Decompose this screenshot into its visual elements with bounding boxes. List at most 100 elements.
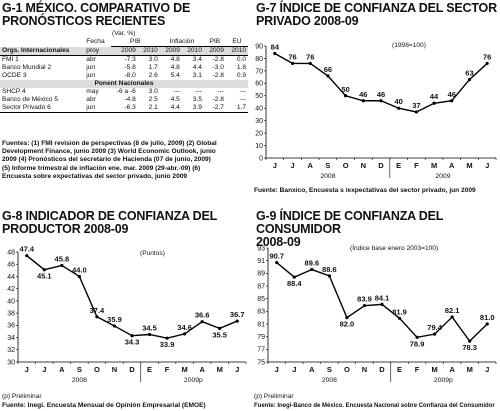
x-tick-label: A bbox=[199, 365, 205, 374]
x-tick-label: J bbox=[485, 365, 489, 374]
y-tick-label: 79 bbox=[257, 334, 265, 341]
data-point bbox=[397, 106, 401, 110]
data-point bbox=[218, 326, 222, 330]
data-label: 81.0 bbox=[480, 313, 495, 322]
y-tick-label: 30 bbox=[7, 359, 15, 366]
g1-row-date: jun bbox=[86, 64, 96, 71]
g1-title: G-1 MÉXICO. COMPARATIVO DE PRONÓSTICOS R… bbox=[2, 1, 191, 28]
series-line bbox=[274, 52, 488, 113]
data-point bbox=[485, 322, 489, 326]
g1-row-date: abr bbox=[86, 56, 96, 63]
y-tick-label: 91 bbox=[257, 258, 265, 265]
y-tick-label: 93 bbox=[257, 245, 265, 252]
data-point bbox=[42, 268, 46, 272]
y-tick-label: 83 bbox=[257, 309, 265, 316]
x-tick-label: S bbox=[77, 365, 82, 374]
year-label: 2008 bbox=[72, 377, 87, 384]
data-label: 37 bbox=[412, 101, 420, 110]
y-tick-label: 36 bbox=[7, 323, 15, 330]
y-tick-label: 20 bbox=[255, 131, 263, 138]
x-tick-label: F bbox=[414, 161, 419, 170]
year-label: 2008 bbox=[322, 377, 337, 384]
g7-title: G-7 ÍNDICE DE CONFIANZA DEL SECTOR PRIVA… bbox=[256, 2, 497, 28]
g1-cell: -2.8 bbox=[212, 72, 224, 79]
data-label: 63 bbox=[465, 69, 473, 78]
data-point bbox=[183, 332, 187, 336]
g9-source: Fuente: Inegi-Banco de México. Encuesta … bbox=[254, 403, 495, 409]
x-tick-label: S bbox=[325, 161, 330, 170]
data-point bbox=[327, 274, 331, 278]
data-point bbox=[326, 74, 330, 78]
data-label: 46 bbox=[377, 90, 385, 99]
x-tick-label: J bbox=[42, 365, 46, 374]
g8-note: (p) Preliminar bbox=[2, 393, 42, 400]
g8-unit: (Puntos) bbox=[140, 250, 165, 257]
g1-cell: 3.5 bbox=[192, 96, 202, 103]
y-tick-label: 40 bbox=[7, 298, 15, 305]
data-point bbox=[112, 324, 117, 328]
g1-row-date: jun bbox=[86, 72, 96, 79]
x-tick-label: M bbox=[217, 365, 223, 374]
g1-row-name: Banco Mundial 2 bbox=[2, 64, 52, 71]
data-label: 78.3 bbox=[462, 343, 477, 352]
x-tick-label: D bbox=[378, 161, 384, 170]
x-tick-label: N bbox=[362, 365, 367, 374]
data-label: 46 bbox=[359, 90, 367, 99]
x-tick-label: M bbox=[181, 365, 187, 374]
year-label: 2009 bbox=[435, 173, 450, 180]
data-label: 81.9 bbox=[392, 307, 407, 316]
g1-cell: --- bbox=[195, 88, 202, 95]
data-label: 35.5 bbox=[212, 330, 227, 339]
g1-col-fecha: Fecha bbox=[86, 38, 105, 46]
table-row: Banco de México 5 abr -4.8 2.5 4.5 3.5 -… bbox=[0, 96, 248, 104]
g1-panel: G-1 MÉXICO. COMPARATIVO DE PRONÓSTICOS R… bbox=[0, 0, 250, 205]
g7-unit: (1998=100) bbox=[392, 42, 426, 49]
x-tick-label: J bbox=[25, 365, 29, 374]
x-tick-label: M bbox=[466, 161, 472, 170]
g7-title-line: PRIVADO 2008-09 bbox=[256, 14, 359, 28]
data-point bbox=[344, 94, 348, 98]
data-point bbox=[433, 332, 437, 336]
data-point bbox=[308, 61, 312, 66]
g9-chart: 75 77 79 81 83 85 87 89 91 93 J J A S O N D E F M A M J 2008 200… bbox=[257, 245, 497, 384]
x-tick-label: A bbox=[449, 161, 455, 170]
g1-grp-eu: EU bbox=[225, 38, 248, 47]
g1-cell: -2.8 bbox=[212, 56, 224, 63]
x-tick-label: O bbox=[94, 365, 100, 374]
g1-note-line: Fuentes: (1) FMI revisión de perspectiva… bbox=[2, 140, 217, 147]
g1-cell: 4.5 bbox=[170, 96, 180, 103]
g1-cell: 3.4 bbox=[192, 56, 202, 63]
data-label: 35.9 bbox=[107, 315, 122, 324]
x-tick-label: O bbox=[344, 365, 350, 374]
x-tick-label: O bbox=[343, 161, 349, 170]
g1-row-name: OCDE 3 bbox=[2, 72, 27, 79]
g1-cell: 3.0 bbox=[148, 88, 158, 95]
data-point bbox=[292, 275, 296, 279]
g7-panel: G-7 ÍNDICE DE CONFIANZA DEL SECTOR PRIVA… bbox=[252, 0, 500, 205]
data-point bbox=[450, 315, 454, 319]
g1-cell: -3.0 bbox=[212, 64, 224, 71]
g8-source: Fuente: Inegi. Encuesta Mensual de Opini… bbox=[2, 402, 206, 409]
x-tick-label: F bbox=[165, 365, 170, 374]
x-tick-label: E bbox=[147, 365, 152, 374]
data-label: 79.4 bbox=[427, 323, 442, 332]
data-label: 88.4 bbox=[287, 279, 302, 288]
x-tick-label: A bbox=[59, 365, 65, 374]
y-tick-label: 70 bbox=[255, 68, 263, 75]
data-point bbox=[95, 315, 99, 319]
data-point bbox=[485, 61, 489, 66]
g1-unit: (Var. %) bbox=[112, 30, 136, 37]
y-tick-label: 60 bbox=[255, 81, 263, 88]
data-point bbox=[310, 267, 314, 272]
y-tick-label: 44 bbox=[7, 274, 15, 281]
g7-title-line: G-7 ÍNDICE DE CONFIANZA DEL SECTOR bbox=[256, 1, 497, 15]
g1-section-1: Orgs. Internacionales bbox=[0, 46, 85, 56]
g1-grp-pib2: PIB bbox=[203, 38, 226, 47]
data-point bbox=[345, 316, 349, 320]
g1-cell: 3.9 bbox=[192, 104, 202, 111]
g1-cell: -5.8 bbox=[124, 64, 136, 71]
x-tick-label: J bbox=[273, 161, 277, 170]
data-label: 66 bbox=[324, 65, 332, 74]
data-label: 36.7 bbox=[230, 310, 245, 319]
data-label: 46 bbox=[448, 90, 456, 99]
